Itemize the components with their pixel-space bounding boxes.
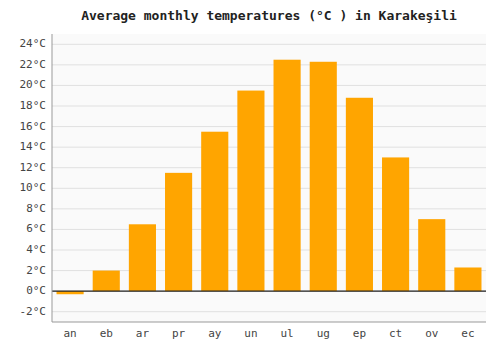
y-tick-label: 18°C: [20, 99, 47, 112]
grid-line: [52, 126, 486, 127]
bar: [382, 157, 409, 291]
grid-line: [52, 167, 486, 168]
x-tick-label: ct: [389, 327, 402, 340]
x-tick-label: pr: [172, 327, 186, 340]
grid-line: [52, 44, 486, 45]
chart-svg: -2°C 0°C 2°C 4°C 6°C 8°C 10°C 12°C 14°C 16°C 18°C 2…: [0, 0, 500, 350]
y-tick-label: 20°C: [20, 78, 47, 91]
plot-area: [52, 34, 486, 322]
grid-line: [52, 208, 486, 209]
bar: [346, 98, 373, 291]
bar: [418, 219, 445, 291]
grid-line: [52, 85, 486, 86]
chart-container: -2°C 0°C 2°C 4°C 6°C 8°C 10°C 12°C 14°C 16°C 18°C 2…: [0, 0, 500, 350]
x-tick-label: ul: [280, 327, 293, 340]
grid-line: [52, 291, 486, 292]
y-tick-label: 14°C: [20, 140, 47, 153]
y-tick-label: 10°C: [20, 181, 47, 194]
bar: [93, 271, 120, 292]
x-tick-label: eb: [100, 327, 113, 340]
x-tick-label: ug: [317, 327, 330, 340]
bar: [237, 91, 264, 292]
x-tick-label: ec: [461, 327, 474, 340]
bar: [129, 224, 156, 291]
x-tick-label: ar: [136, 327, 150, 340]
zero-line: [52, 291, 486, 292]
bar: [454, 267, 481, 291]
y-tick-label: 22°C: [20, 58, 47, 71]
x-tick-label: ay: [208, 327, 222, 340]
y-tick-label: 24°C: [20, 37, 47, 50]
y-tick-label: 2°C: [26, 264, 46, 277]
grid: [52, 44, 486, 311]
y-tick-label: -2°C: [20, 305, 47, 318]
x-axis: an eb ar pr ay un ul ug ep ct ov ec: [63, 327, 474, 340]
title: Average monthly temperatures (°C ) in Ka…: [81, 8, 457, 23]
grid-line: [52, 188, 486, 189]
x-tick-label: ep: [353, 327, 366, 340]
bar: [274, 60, 301, 291]
grid-line: [52, 64, 486, 65]
y-tick-label: 4°C: [26, 243, 46, 256]
y-tick-label: 8°C: [26, 202, 46, 215]
bar: [310, 62, 337, 291]
grid-line: [52, 147, 486, 148]
bar: [201, 132, 228, 291]
x-tick-label: an: [63, 327, 76, 340]
y-axis: -2°C 0°C 2°C 4°C 6°C 8°C 10°C 12°C 14°C 16°C 18°C 2…: [20, 37, 47, 317]
bar: [165, 173, 192, 291]
y-tick-label: 16°C: [20, 120, 47, 133]
y-tick-label: 12°C: [20, 161, 47, 174]
y-tick-label: 6°C: [26, 222, 46, 235]
x-tick-label: ov: [425, 327, 439, 340]
y-tick-label: 0°C: [26, 284, 46, 297]
grid-line: [52, 311, 486, 312]
grid-line: [52, 106, 486, 107]
bars: [57, 60, 482, 295]
y-axis-line: [52, 34, 53, 322]
x-tick-label: un: [244, 327, 257, 340]
x-axis-line: [52, 322, 486, 323]
